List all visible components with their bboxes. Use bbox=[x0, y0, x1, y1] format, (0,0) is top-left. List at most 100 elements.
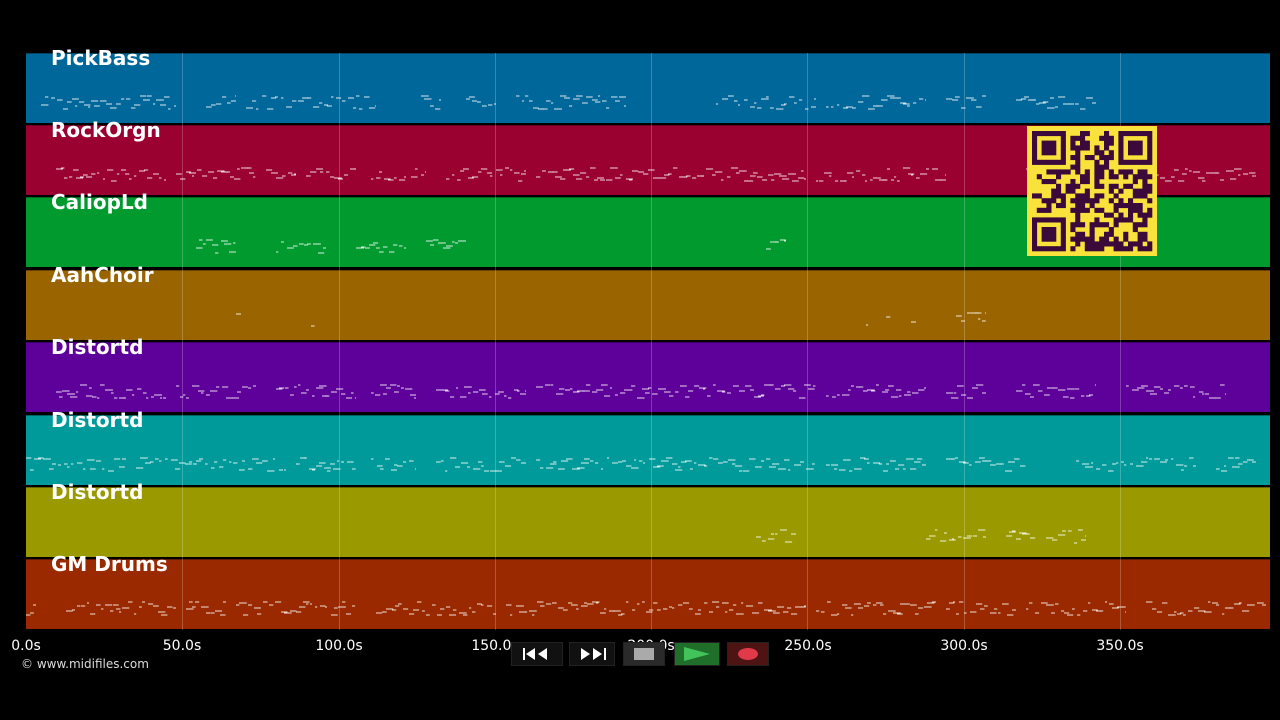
track-name: Distortd bbox=[51, 335, 144, 359]
qr-module bbox=[1099, 155, 1105, 161]
qr-module bbox=[1147, 174, 1153, 180]
qr-module bbox=[1132, 241, 1138, 247]
qr-module bbox=[1104, 236, 1110, 242]
qr-module bbox=[1046, 207, 1052, 213]
track-pickbass[interactable]: PickBass bbox=[26, 46, 1270, 123]
qr-module bbox=[1147, 145, 1153, 151]
qr-module bbox=[1137, 246, 1143, 252]
track-aahchoir[interactable]: AahChoir bbox=[26, 263, 1270, 340]
qr-module bbox=[1084, 207, 1090, 213]
qr-module bbox=[1113, 203, 1119, 209]
qr-module bbox=[1113, 236, 1119, 242]
qr-module bbox=[1104, 231, 1110, 237]
qr-module bbox=[1046, 236, 1052, 242]
qr-module bbox=[1142, 231, 1148, 237]
qr-module bbox=[1108, 241, 1114, 247]
qr-module bbox=[1051, 236, 1057, 242]
qr-module bbox=[1051, 131, 1057, 137]
track-name: GM Drums bbox=[51, 552, 168, 576]
qr-module bbox=[1070, 188, 1076, 194]
qr-module bbox=[1147, 207, 1153, 213]
qr-module bbox=[1041, 246, 1047, 252]
qr-module bbox=[1070, 155, 1076, 161]
qr-module bbox=[1070, 207, 1076, 213]
track-distortd-1[interactable]: Distortd bbox=[26, 335, 1270, 412]
qr-module bbox=[1060, 140, 1066, 146]
qr-module bbox=[1123, 169, 1129, 175]
qr-module bbox=[1046, 231, 1052, 237]
track-name: PickBass bbox=[51, 46, 151, 70]
qr-module bbox=[1075, 217, 1081, 223]
qr-module bbox=[1080, 236, 1086, 242]
qr-module bbox=[1123, 131, 1129, 137]
qr-module bbox=[1046, 145, 1052, 151]
qr-module bbox=[1084, 236, 1090, 242]
qr-module bbox=[1108, 198, 1114, 204]
qr-module bbox=[1056, 159, 1062, 165]
qr-module bbox=[1041, 236, 1047, 242]
qr-module bbox=[1128, 212, 1134, 218]
track-distortd-2[interactable]: Distortd bbox=[26, 408, 1270, 485]
qr-module bbox=[1075, 155, 1081, 161]
qr-module bbox=[1046, 246, 1052, 252]
qr-module bbox=[1084, 131, 1090, 137]
qr-module bbox=[1104, 164, 1110, 170]
qr-module bbox=[1084, 198, 1090, 204]
play-button[interactable] bbox=[674, 642, 720, 666]
qr-module bbox=[1084, 140, 1090, 146]
qr-module bbox=[1147, 188, 1153, 194]
qr-module bbox=[1094, 241, 1100, 247]
qr-module bbox=[1118, 203, 1124, 209]
record-button[interactable] bbox=[727, 642, 769, 666]
qr-module bbox=[1070, 222, 1076, 228]
stop-icon bbox=[634, 648, 654, 660]
rewind-icon bbox=[523, 648, 547, 660]
qr-module bbox=[1137, 145, 1143, 151]
track-name: RockOrgn bbox=[51, 118, 161, 142]
qr-module bbox=[1075, 241, 1081, 247]
qr-module bbox=[1089, 231, 1095, 237]
qr-module bbox=[1147, 131, 1153, 137]
qr-module bbox=[1123, 159, 1129, 165]
rewind-button[interactable] bbox=[511, 642, 563, 666]
qr-module bbox=[1032, 193, 1038, 199]
qr-module bbox=[1142, 193, 1148, 199]
qr-module bbox=[1075, 222, 1081, 228]
qr-module bbox=[1123, 217, 1129, 223]
qr-module bbox=[1046, 198, 1052, 204]
qr-module bbox=[1142, 174, 1148, 180]
qr-module bbox=[1108, 212, 1114, 218]
qr-module bbox=[1142, 217, 1148, 223]
qr-module bbox=[1051, 231, 1057, 237]
qr-module bbox=[1075, 203, 1081, 209]
track-gm-drums[interactable]: GM Drums bbox=[26, 552, 1270, 629]
qr-module bbox=[1060, 155, 1066, 161]
qr-module bbox=[1094, 193, 1100, 199]
qr-module bbox=[1142, 131, 1148, 137]
qr-module bbox=[1080, 174, 1086, 180]
qr-module bbox=[1089, 246, 1095, 252]
qr-module bbox=[1046, 179, 1052, 185]
qr-module bbox=[1104, 159, 1110, 165]
qr-module bbox=[1075, 236, 1081, 242]
time-tick: 250.0s bbox=[784, 638, 832, 654]
qr-module bbox=[1032, 222, 1038, 228]
qr-module bbox=[1051, 140, 1057, 146]
track-distortd-3[interactable]: Distortd bbox=[26, 480, 1270, 557]
qr-module bbox=[1084, 179, 1090, 185]
qr-module bbox=[1084, 145, 1090, 151]
qr-module bbox=[1137, 169, 1143, 175]
qr-module bbox=[1128, 241, 1134, 247]
fast-forward-button[interactable] bbox=[569, 642, 615, 666]
qr-module bbox=[1118, 159, 1124, 165]
stop-button[interactable] bbox=[623, 642, 665, 666]
qr-module bbox=[1041, 179, 1047, 185]
qr-module bbox=[1137, 140, 1143, 146]
qr-module bbox=[1056, 188, 1062, 194]
qr-module bbox=[1070, 198, 1076, 204]
qr-module bbox=[1075, 193, 1081, 199]
qr-module bbox=[1118, 188, 1124, 194]
qr-module bbox=[1060, 203, 1066, 209]
qr-module bbox=[1099, 183, 1105, 189]
qr-module bbox=[1137, 131, 1143, 137]
